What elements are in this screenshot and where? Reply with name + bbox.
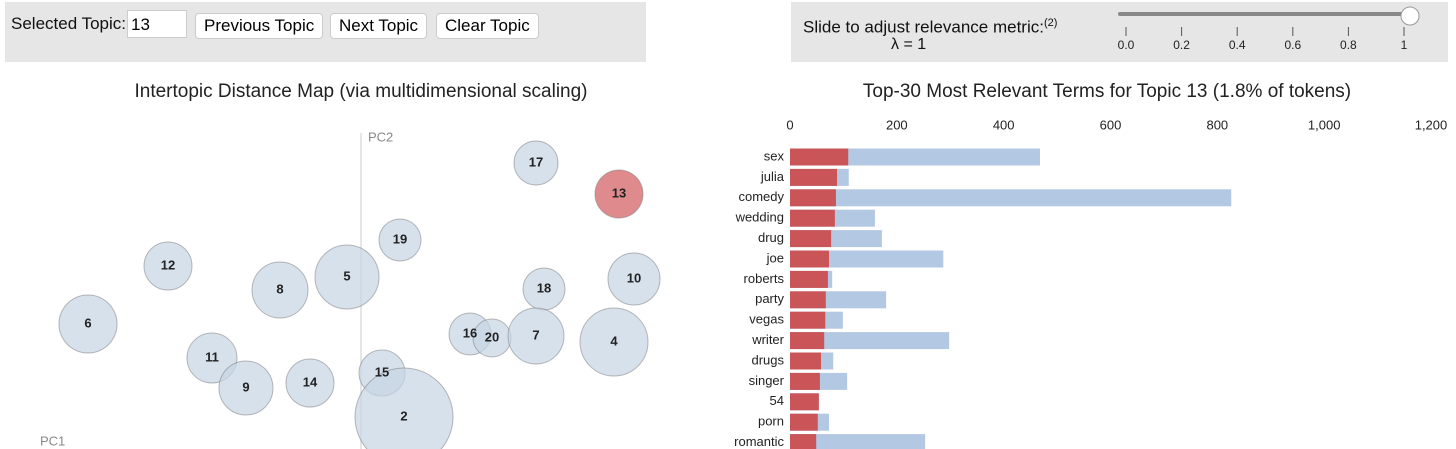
bar xyxy=(790,209,835,227)
pc1-label: PC1 xyxy=(40,433,65,448)
term-label: party xyxy=(755,291,784,306)
slider-tick-label: 0.4 xyxy=(1229,38,1246,52)
topic-circle xyxy=(513,140,559,186)
topic-input[interactable]: 13 xyxy=(127,10,187,38)
topic-label: 19 xyxy=(393,231,407,246)
term-label: drugs xyxy=(751,352,784,367)
topic-label: 20 xyxy=(485,329,499,344)
bar xyxy=(790,168,838,186)
term-label: singer xyxy=(749,373,785,388)
topic-circle xyxy=(378,218,422,262)
bar xyxy=(790,372,820,390)
slider-knob xyxy=(1400,6,1420,26)
topic-label: 15 xyxy=(375,364,389,379)
bar xyxy=(790,230,832,248)
topic-circle xyxy=(58,294,118,354)
topic-label: 10 xyxy=(627,270,641,285)
bar xyxy=(790,270,828,288)
topic-circle xyxy=(186,332,238,384)
x-tick-label: 400 xyxy=(993,117,1015,132)
topic-circle xyxy=(143,241,193,291)
bar xyxy=(790,148,849,166)
topic-circle xyxy=(594,169,644,219)
topic-label: 7 xyxy=(532,327,539,342)
term-label: joe xyxy=(766,250,784,265)
topic-label: 14 xyxy=(303,374,318,389)
topic-circle xyxy=(579,307,649,377)
topic-circle xyxy=(251,261,309,319)
bar xyxy=(790,332,950,350)
term-label: writer xyxy=(751,332,784,347)
topic-label: 5 xyxy=(343,268,350,283)
footnote: (2) xyxy=(1043,17,1058,29)
clear-topic-button[interactable]: Clear Topic xyxy=(436,13,539,39)
bar xyxy=(790,250,829,268)
bar xyxy=(790,311,826,329)
bar xyxy=(790,291,826,309)
bar xyxy=(790,434,926,449)
relevance-text: Slide to adjust relevance metric: xyxy=(803,17,1044,37)
lambda-label: λ = 1 xyxy=(891,36,927,53)
slider-tick-label: 0.6 xyxy=(1284,38,1301,52)
topic-label: 6 xyxy=(84,315,91,330)
x-tick-label: 1,200 xyxy=(1415,117,1448,132)
relevance-label: Slide to adjust relevance metric:(2) xyxy=(803,17,1057,38)
topic-label: 16 xyxy=(463,325,477,340)
term-label: drug xyxy=(758,230,784,245)
selected-topic-label: Selected Topic: xyxy=(11,14,126,33)
bar xyxy=(790,148,1040,166)
x-tick-label: 200 xyxy=(886,117,908,132)
bar xyxy=(790,413,818,431)
slider-tick-label: 1 xyxy=(1401,38,1408,52)
topic-circle xyxy=(507,307,565,365)
topic-label: 9 xyxy=(242,379,249,394)
x-tick-label: 0 xyxy=(786,117,793,132)
map-title: Intertopic Distance Map (via multidimens… xyxy=(134,81,587,102)
bar-title: Top-30 Most Relevant Terms for Topic 13 … xyxy=(863,81,1351,102)
bar xyxy=(790,189,836,207)
bar xyxy=(790,189,1232,207)
topic-label: 13 xyxy=(612,185,626,200)
bar xyxy=(790,352,821,370)
topic-controls: Selected Topic: 13 Previous Topic Next T… xyxy=(5,2,646,62)
term-label: comedy xyxy=(738,189,784,204)
x-tick-label: 1,000 xyxy=(1308,117,1341,132)
term-label: vegas xyxy=(749,312,784,327)
topic-circle xyxy=(314,244,380,310)
topic-label: 8 xyxy=(276,281,283,296)
term-label: 54 xyxy=(770,393,784,408)
slider-tick-label: 0.2 xyxy=(1173,38,1190,52)
slider-tick-label: 0.0 xyxy=(1118,38,1135,52)
bar xyxy=(790,434,817,449)
term-label: roberts xyxy=(744,271,785,286)
term-label: porn xyxy=(758,414,784,429)
slider-track xyxy=(1118,12,1414,16)
term-label: romantic xyxy=(734,434,784,449)
bar xyxy=(790,332,825,350)
x-tick-label: 600 xyxy=(1100,117,1122,132)
topic-label: 18 xyxy=(537,280,551,295)
pc2-label: PC2 xyxy=(368,129,393,144)
term-label: sex xyxy=(764,148,785,163)
x-tick-label: 800 xyxy=(1206,117,1228,132)
topic-label: 4 xyxy=(610,333,618,348)
topic-circle xyxy=(218,360,274,416)
topic-label: 17 xyxy=(529,154,543,169)
term-label: wedding xyxy=(735,210,784,225)
topic-label: 12 xyxy=(161,257,175,272)
previous-topic-button[interactable]: Previous Topic xyxy=(195,13,324,39)
topic-label: 11 xyxy=(205,349,219,364)
term-label: julia xyxy=(760,169,785,184)
topic-circle xyxy=(354,367,454,449)
topic-label: 2 xyxy=(400,408,407,423)
slider-tick-label: 0.8 xyxy=(1340,38,1357,52)
next-topic-button[interactable]: Next Topic xyxy=(330,13,428,39)
bar xyxy=(790,393,819,411)
topic-circle xyxy=(607,252,661,306)
topic-circle xyxy=(285,358,335,408)
